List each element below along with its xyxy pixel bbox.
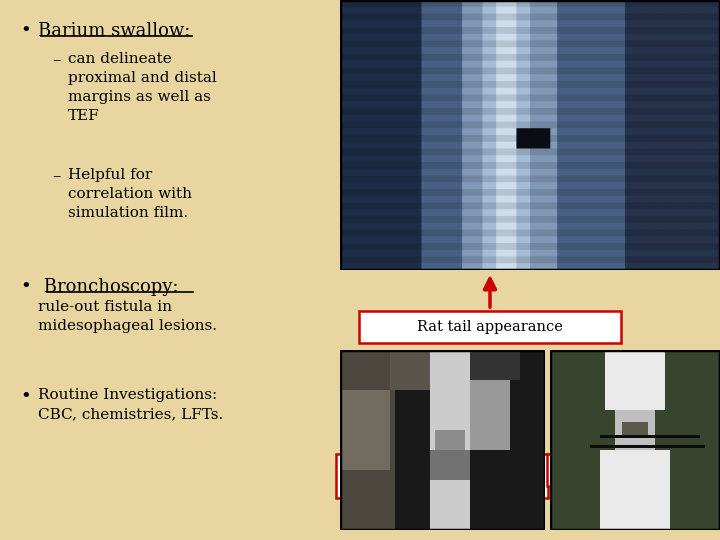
Text: rule-out fistula in
midesophageal lesions.: rule-out fistula in midesophageal lesion… [38,300,217,333]
Text: Routine Investigations:
CBC, chemistries, LFTs.: Routine Investigations: CBC, chemistries… [38,388,223,421]
FancyBboxPatch shape [547,454,717,486]
Text: Cancer lower 1/3
Filling defect (ulcerative type): Cancer lower 1/3 Filling defect (ulcerat… [346,461,539,491]
Text: –: – [52,168,60,185]
Text: Helpful for
correlation with
simulation film.: Helpful for correlation with simulation … [68,168,192,220]
Text: Rat tail appearance: Rat tail appearance [417,320,563,334]
Text: •: • [20,22,31,40]
Text: –: – [52,52,60,69]
FancyBboxPatch shape [336,454,548,498]
Text: can delineate
proximal and distal
margins as well as
TEF: can delineate proximal and distal margin… [68,52,217,123]
FancyBboxPatch shape [359,311,621,343]
Text: •: • [20,388,31,406]
Text: Apple core appearance: Apple core appearance [554,463,709,476]
Text: Bronchoscopy:: Bronchoscopy: [38,278,179,296]
Text: •: • [20,278,31,296]
Text: Barium swallow:: Barium swallow: [38,22,190,40]
